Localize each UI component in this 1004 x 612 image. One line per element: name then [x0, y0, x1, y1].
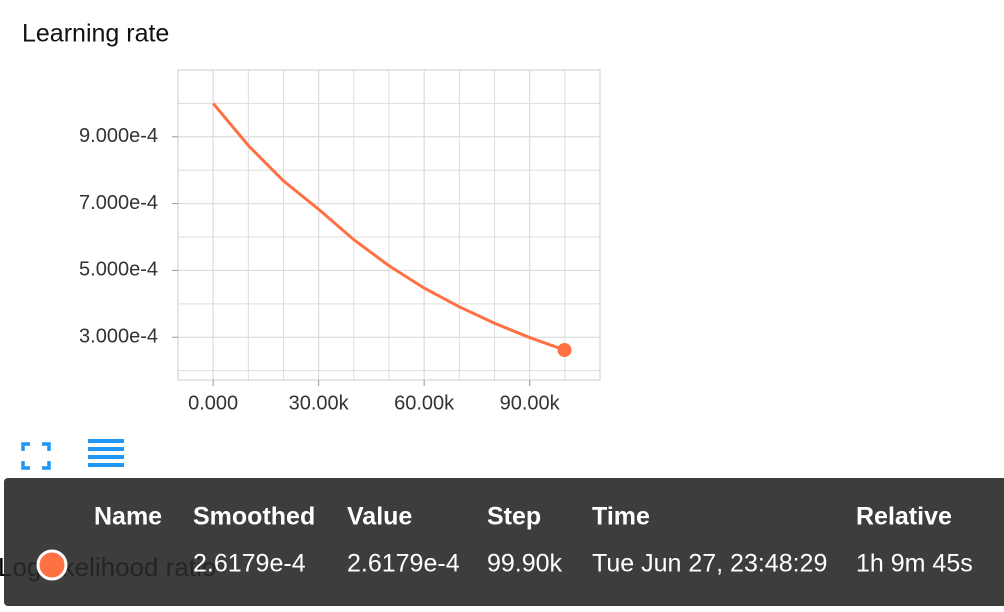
icon-bar: [88, 463, 124, 467]
x-tick-label: 90.00k: [500, 392, 561, 414]
series-swatch: [36, 549, 68, 581]
chart-title: Learning rate: [22, 20, 169, 48]
tooltip: Name Smoothed Value Step Time Relative 2.6179e…: [4, 478, 1004, 606]
icon-bar: [88, 447, 124, 451]
data-table-icon[interactable]: [88, 439, 124, 467]
plot-frame: [177, 69, 601, 381]
icon-path: [21, 442, 51, 470]
icon-bar: [88, 439, 124, 443]
x-tick-label: 60.00k: [394, 392, 455, 414]
y-tick-label: 3.000e-4: [79, 326, 158, 348]
tooltip-header: Smoothed: [193, 503, 315, 531]
tooltip-header: Step: [487, 503, 541, 531]
endpoint: [557, 343, 572, 358]
y-tick-label: 7.000e-4: [79, 192, 158, 214]
tooltip-header: Name: [94, 503, 162, 531]
tooltip-header: Value: [347, 503, 412, 531]
tooltip-cell: 99.90k: [487, 550, 563, 578]
y-tick-label: 5.000e-4: [79, 259, 158, 281]
tooltip-cell: Tue Jun 27, 23:48:29: [592, 550, 827, 578]
tooltip-cell: 2.6179e-4: [347, 550, 460, 578]
tooltip-header: Time: [592, 503, 650, 531]
tooltip-bg: [4, 478, 1004, 606]
x-tick-label: 0.000: [188, 392, 238, 414]
tooltip-cell: 1h 9m 45s: [856, 550, 973, 578]
icon-bar: [88, 455, 124, 459]
x-tick-label: 30.00k: [289, 392, 350, 414]
fullscreen-icon[interactable]: [21, 442, 51, 470]
plot: 3.000e-4 5.000e-4 7.000e-4 9.000e-4 0.000 30.…: [79, 69, 601, 414]
tooltip-cell: 2.6179e-4: [193, 550, 306, 578]
tooltip-header: Relative: [856, 503, 952, 531]
line: [212, 102, 565, 352]
y-tick-label: 9.000e-4: [79, 125, 158, 147]
